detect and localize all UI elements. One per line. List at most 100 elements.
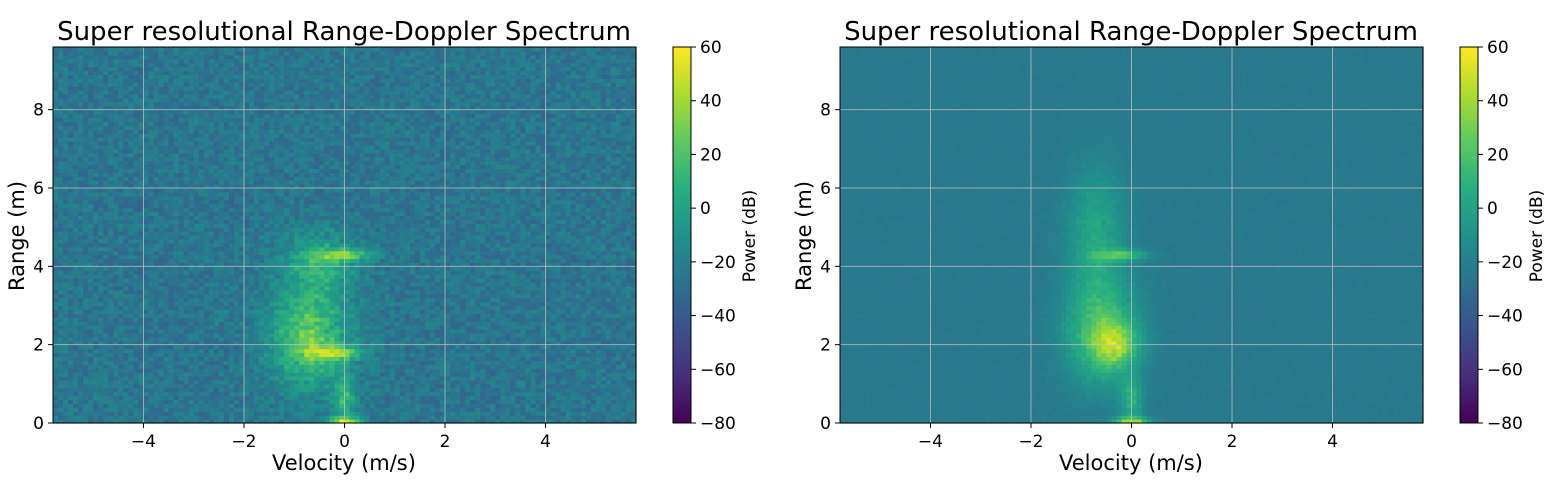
heatmap-cell <box>274 395 280 401</box>
heatmap-cell <box>585 399 592 405</box>
heatmap-cell <box>379 297 386 303</box>
heatmap-cell <box>515 313 522 318</box>
heatmap-cell <box>63 309 69 314</box>
heatmap-cell <box>274 329 280 334</box>
heatmap-cell <box>590 344 597 350</box>
heatmap-cell <box>183 395 190 401</box>
heatmap-cell <box>620 309 627 314</box>
heatmap-cell <box>560 376 567 381</box>
heatmap-cell <box>434 340 441 346</box>
heatmap-cell <box>88 391 94 397</box>
heatmap-cell <box>540 332 547 338</box>
heatmap-cell <box>233 274 240 279</box>
heatmap-cell <box>294 313 300 318</box>
heatmap-cell <box>490 293 496 299</box>
heatmap-cell <box>525 309 532 314</box>
heatmap-cell <box>269 376 275 381</box>
heatmap-cell <box>344 407 351 412</box>
heatmap-cell <box>630 270 637 275</box>
heatmap-cell <box>480 262 486 267</box>
heatmap-cell <box>590 329 597 334</box>
heatmap-cell <box>404 336 411 342</box>
heatmap-cell <box>168 403 175 408</box>
heatmap-cell <box>540 274 547 279</box>
heatmap-cell <box>495 297 501 303</box>
heatmap-cell <box>490 395 496 401</box>
heatmap-cell <box>550 332 557 338</box>
heatmap-cell <box>565 266 572 271</box>
heatmap-cell <box>138 289 145 295</box>
heatmap-cell <box>58 348 64 354</box>
heatmap-cell <box>434 336 441 342</box>
heatmap-cell <box>173 387 180 393</box>
heatmap-cell <box>585 321 592 326</box>
heatmap-cell <box>515 262 522 267</box>
heatmap-cell <box>68 403 74 408</box>
heatmap-cell <box>429 297 436 303</box>
heatmap-cell <box>625 293 632 299</box>
heatmap-cell <box>414 289 421 295</box>
heatmap-cell <box>344 387 351 393</box>
heatmap-cell <box>73 278 79 283</box>
heatmap-cell <box>88 282 94 287</box>
heatmap-cell <box>133 415 140 420</box>
heatmap-cell <box>63 301 69 307</box>
heatmap-cell <box>620 270 627 275</box>
heatmap-cell <box>344 266 351 271</box>
heatmap-cell <box>128 293 135 299</box>
heatmap-cell <box>63 419 69 424</box>
heatmap-cell <box>550 282 557 287</box>
heatmap-cell <box>595 399 602 405</box>
heatmap-cell <box>103 270 109 275</box>
heatmap-cell <box>339 297 346 303</box>
heatmap-cell <box>505 415 511 420</box>
heatmap-cell <box>148 270 155 275</box>
heatmap-cell <box>254 336 260 342</box>
heatmap-cell <box>233 282 240 287</box>
heatmap-cell <box>595 309 602 314</box>
heatmap-cell <box>183 344 190 350</box>
heatmap-cell <box>630 364 637 369</box>
heatmap-cell <box>289 419 295 424</box>
heatmap-cell <box>424 293 431 299</box>
heatmap-cell <box>354 387 361 393</box>
heatmap-cell <box>274 289 280 295</box>
heatmap-cell <box>515 329 522 334</box>
heatmap-cell <box>555 336 562 342</box>
heatmap-cell <box>223 313 230 318</box>
heatmap-cell <box>600 297 607 303</box>
heatmap-cell <box>264 309 270 314</box>
heatmap-cell <box>108 305 114 311</box>
heatmap-cell <box>475 372 481 377</box>
heatmap-cell <box>540 309 547 314</box>
heatmap-cell <box>243 379 250 385</box>
heatmap-cell <box>364 274 371 279</box>
heatmap-cell <box>439 270 446 275</box>
heatmap-cell <box>495 376 501 381</box>
heatmap-cell <box>379 301 386 307</box>
heatmap-cell <box>615 399 622 405</box>
heatmap-cell <box>73 266 79 271</box>
heatmap-cell <box>389 399 396 405</box>
heatmap-cell <box>384 395 391 401</box>
heatmap-cell <box>274 301 280 307</box>
heatmap-cell <box>309 258 315 264</box>
heatmap-cell <box>254 399 260 405</box>
heatmap-cell <box>359 282 366 287</box>
heatmap-cell <box>460 313 466 318</box>
heatmap-cell <box>500 282 506 287</box>
heatmap-cell <box>223 293 230 299</box>
heatmap-cell <box>238 419 245 424</box>
heatmap-cell <box>178 266 185 271</box>
heatmap-cell <box>465 266 471 271</box>
heatmap-cell <box>455 352 461 358</box>
heatmap-cell <box>314 285 320 291</box>
heatmap-cell <box>284 391 290 397</box>
heatmap-cell <box>344 329 351 334</box>
heatmap-cell <box>73 317 79 322</box>
heatmap-cell <box>153 270 160 275</box>
heatmap-cell <box>399 266 406 271</box>
heatmap-cell <box>249 332 255 338</box>
heatmap-cell <box>485 344 491 350</box>
heatmap-cell <box>404 325 411 330</box>
